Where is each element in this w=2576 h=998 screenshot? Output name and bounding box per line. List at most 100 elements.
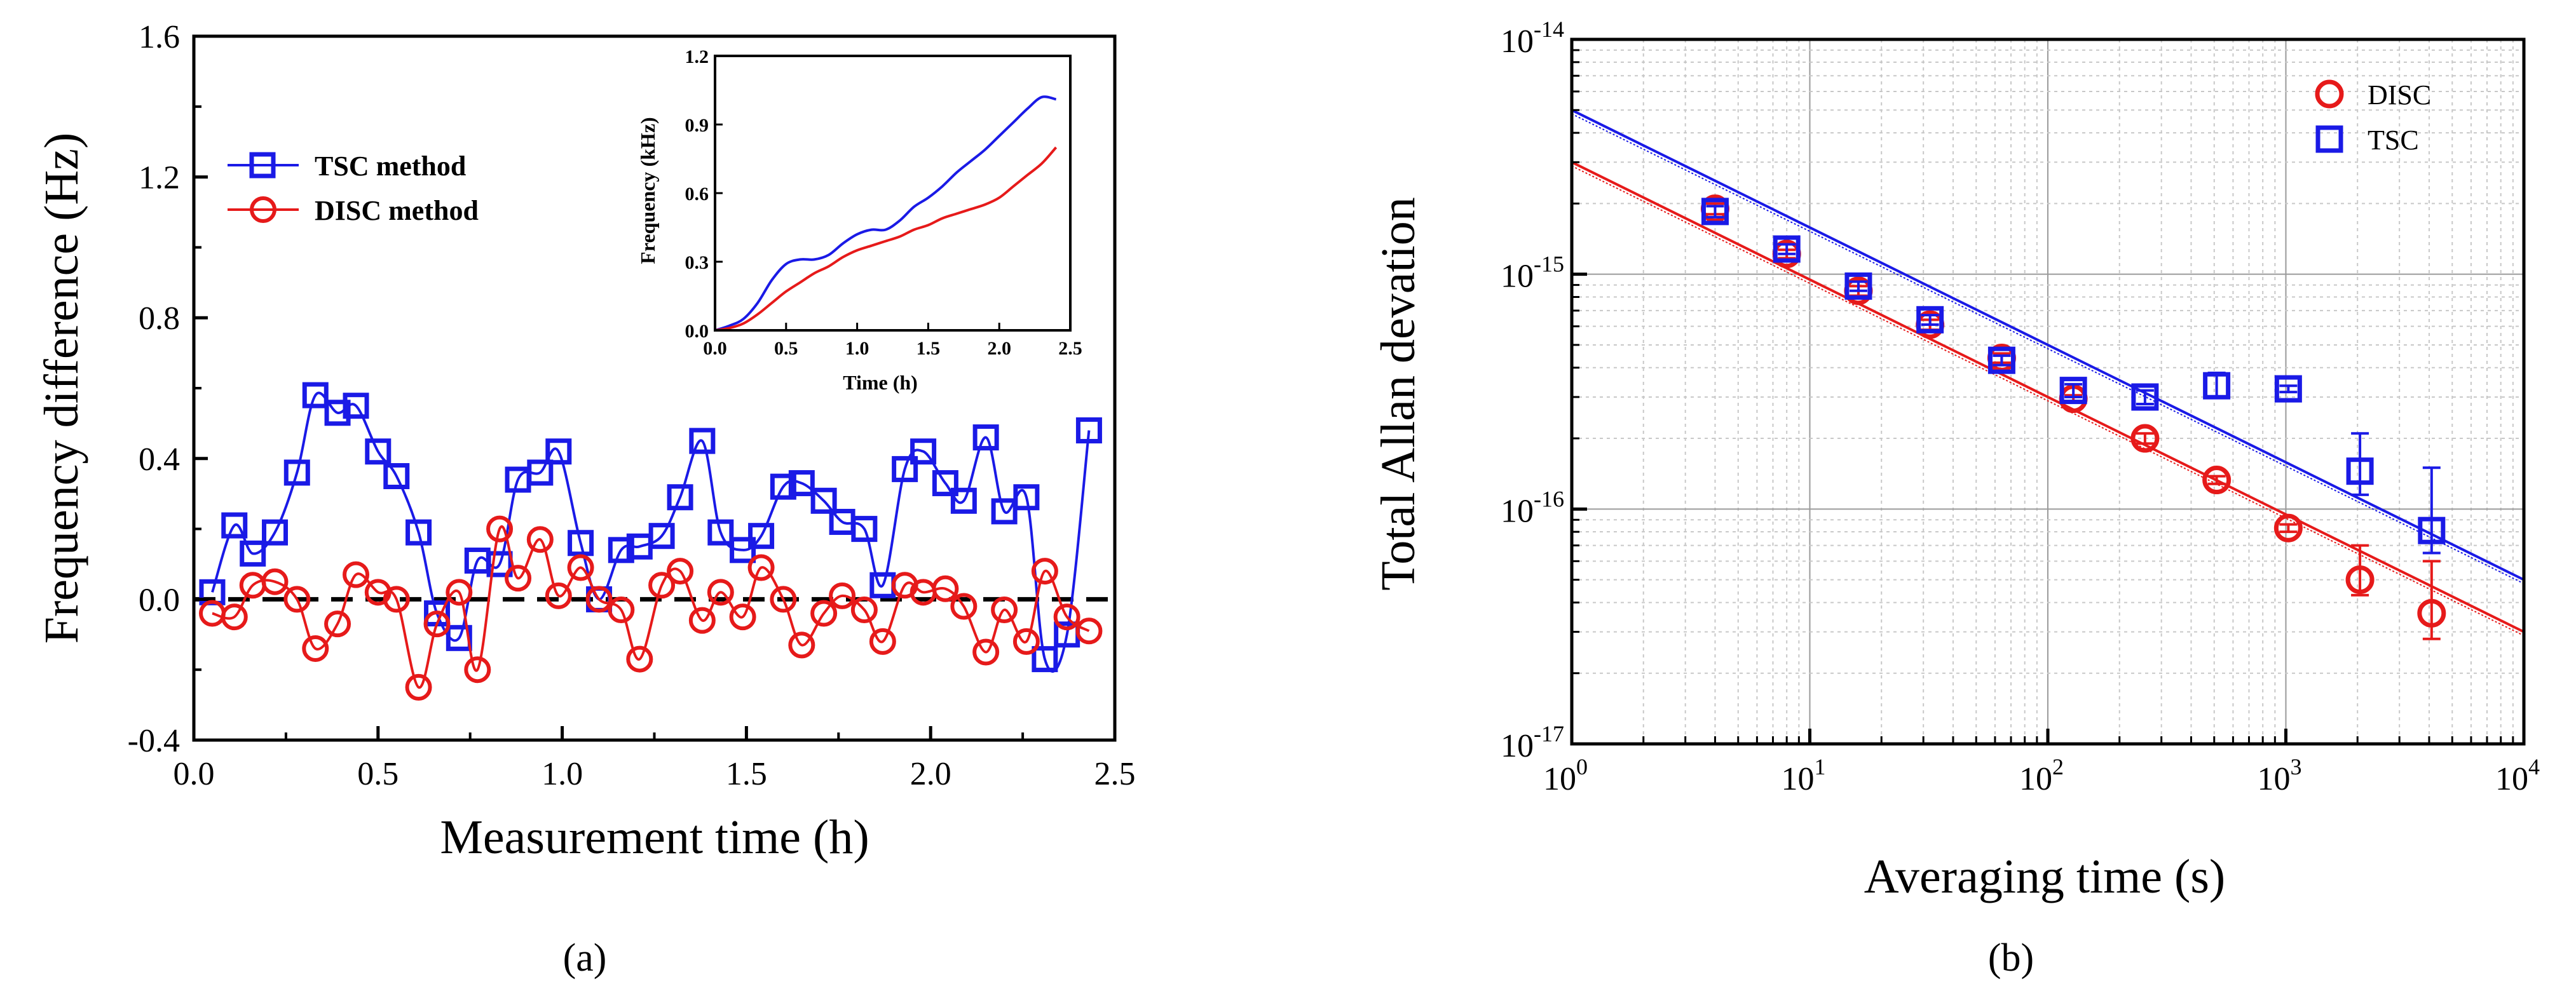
panel-a-label: (a) <box>563 936 607 980</box>
disc-point <box>324 610 351 638</box>
disc-point <box>850 597 878 624</box>
disc-inset-line <box>714 146 1058 332</box>
disc-point <box>829 582 856 609</box>
disc-point <box>932 575 959 602</box>
tsc-point <box>1075 417 1102 443</box>
y-tick-label: 10-16 <box>1501 486 1564 529</box>
tsc-point <box>383 463 410 489</box>
disc-point <box>1012 628 1040 655</box>
tsc-point <box>283 459 310 486</box>
tsc-point <box>221 512 248 539</box>
disc-point <box>626 645 653 673</box>
disc-point <box>343 561 370 588</box>
y-tick-label: 10-17 <box>1501 721 1564 764</box>
disc-point <box>770 586 797 613</box>
disc-point <box>667 558 694 585</box>
disc-fit-line-shadow <box>1571 165 2525 637</box>
inset-y-tick-label: 0.0 <box>685 321 709 342</box>
tsc-point <box>2203 372 2231 400</box>
inset-y-tick-label: 0.3 <box>685 252 709 273</box>
panel-a-ylabel: Frequency difference (Hz) <box>35 133 88 644</box>
tsc-point <box>730 537 756 563</box>
legend-tsc-marker <box>249 152 276 179</box>
inset-xlabel: Time (h) <box>843 371 918 394</box>
inset-x-tick-label: 0.5 <box>774 338 798 359</box>
disc-point <box>869 628 896 655</box>
y-tick-label: 1.6 <box>139 19 180 55</box>
tsc-point <box>991 498 1018 525</box>
y-tick-label: 0.8 <box>139 300 180 337</box>
x-tick-label: 101 <box>1782 754 1826 797</box>
tsc-point <box>240 540 266 567</box>
disc-point <box>526 526 554 553</box>
disc-point <box>261 568 289 595</box>
x-tick-label: 102 <box>2019 754 2064 797</box>
tsc-point <box>851 516 878 543</box>
tsc-point <box>788 470 815 497</box>
x-tick-label: 103 <box>2258 754 2302 797</box>
y-tick-label: 0.4 <box>139 442 180 478</box>
tsc-point <box>810 487 837 514</box>
tsc-point <box>262 519 289 546</box>
disc-fit-line <box>1571 161 2525 633</box>
inset-y-tick-label: 0.9 <box>685 115 709 136</box>
tsc-point <box>302 382 329 408</box>
disc-point <box>788 631 815 659</box>
panel-b-legend: DISC TSC <box>2315 79 2431 156</box>
tsc-point <box>648 523 675 550</box>
tsc-point <box>950 487 977 514</box>
tsc-point <box>486 551 513 577</box>
tsc-point <box>2346 457 2374 485</box>
disc-point <box>1053 604 1080 631</box>
tsc-point <box>2418 516 2446 544</box>
disc-point <box>198 600 226 627</box>
tsc-point <box>2131 383 2159 411</box>
panel-b-label: (b) <box>1988 936 2034 980</box>
y-tick-label: 1.2 <box>139 160 180 196</box>
inset-y-tick-label: 0.6 <box>685 184 709 205</box>
disc-point <box>567 554 594 581</box>
disc-point <box>585 586 613 613</box>
inset-x-tick-label: 0.0 <box>703 338 727 359</box>
tsc-point <box>608 537 634 563</box>
x-tick-label: 104 <box>2495 754 2540 797</box>
disc-series-line <box>212 525 1090 689</box>
disc-point <box>2202 466 2232 495</box>
inset-x-tick-label: 2.0 <box>987 338 1011 359</box>
disc-point <box>405 673 432 701</box>
disc-point <box>221 604 248 631</box>
tsc-fit-line-shadow <box>1571 113 2525 584</box>
y-tick-label: 0.0 <box>139 582 180 618</box>
inset-x-tick-label: 1.5 <box>917 338 941 359</box>
disc-point <box>810 600 838 627</box>
x-tick-label: 2.0 <box>910 756 951 792</box>
disc-point <box>991 597 1018 624</box>
tsc-point <box>910 438 937 465</box>
disc-point <box>2345 565 2375 595</box>
disc-point <box>283 586 311 613</box>
inset-plot-frame <box>714 55 1072 332</box>
tsc-point <box>707 519 734 546</box>
x-tick-label: 100 <box>1543 754 1588 797</box>
x-tick-label: 0.0 <box>174 756 215 792</box>
disc-point <box>2130 424 2160 453</box>
y-tick-label: 10-14 <box>1501 17 1564 60</box>
disc-point <box>464 656 491 684</box>
disc-point <box>486 515 514 543</box>
disc-point <box>2417 598 2446 628</box>
tsc-point <box>365 438 392 465</box>
disc-point <box>972 638 1000 666</box>
inset-ylabel: Frequency (kHz) <box>636 117 659 264</box>
tsc-point <box>527 459 554 486</box>
tsc-point <box>932 470 958 497</box>
tsc-point <box>545 438 572 465</box>
legend-disc-marker <box>250 196 276 223</box>
tsc-point <box>892 455 918 482</box>
panel-b-chart: 100 101 102 103 104 10-17 10-16 10-15 10-14 Aver… <box>1372 17 2540 980</box>
x-tick-label: 2.5 <box>1094 756 1136 792</box>
y-tick-label: -0.4 <box>128 723 180 759</box>
tsc-point <box>324 400 351 426</box>
panel-a-chart: 0.0 0.5 1.0 1.5 2.0 2.5-0.40.00.40.81.21.6 Me… <box>35 19 1136 980</box>
y-tick-label: 10-15 <box>1501 252 1564 295</box>
disc-point <box>648 572 676 599</box>
